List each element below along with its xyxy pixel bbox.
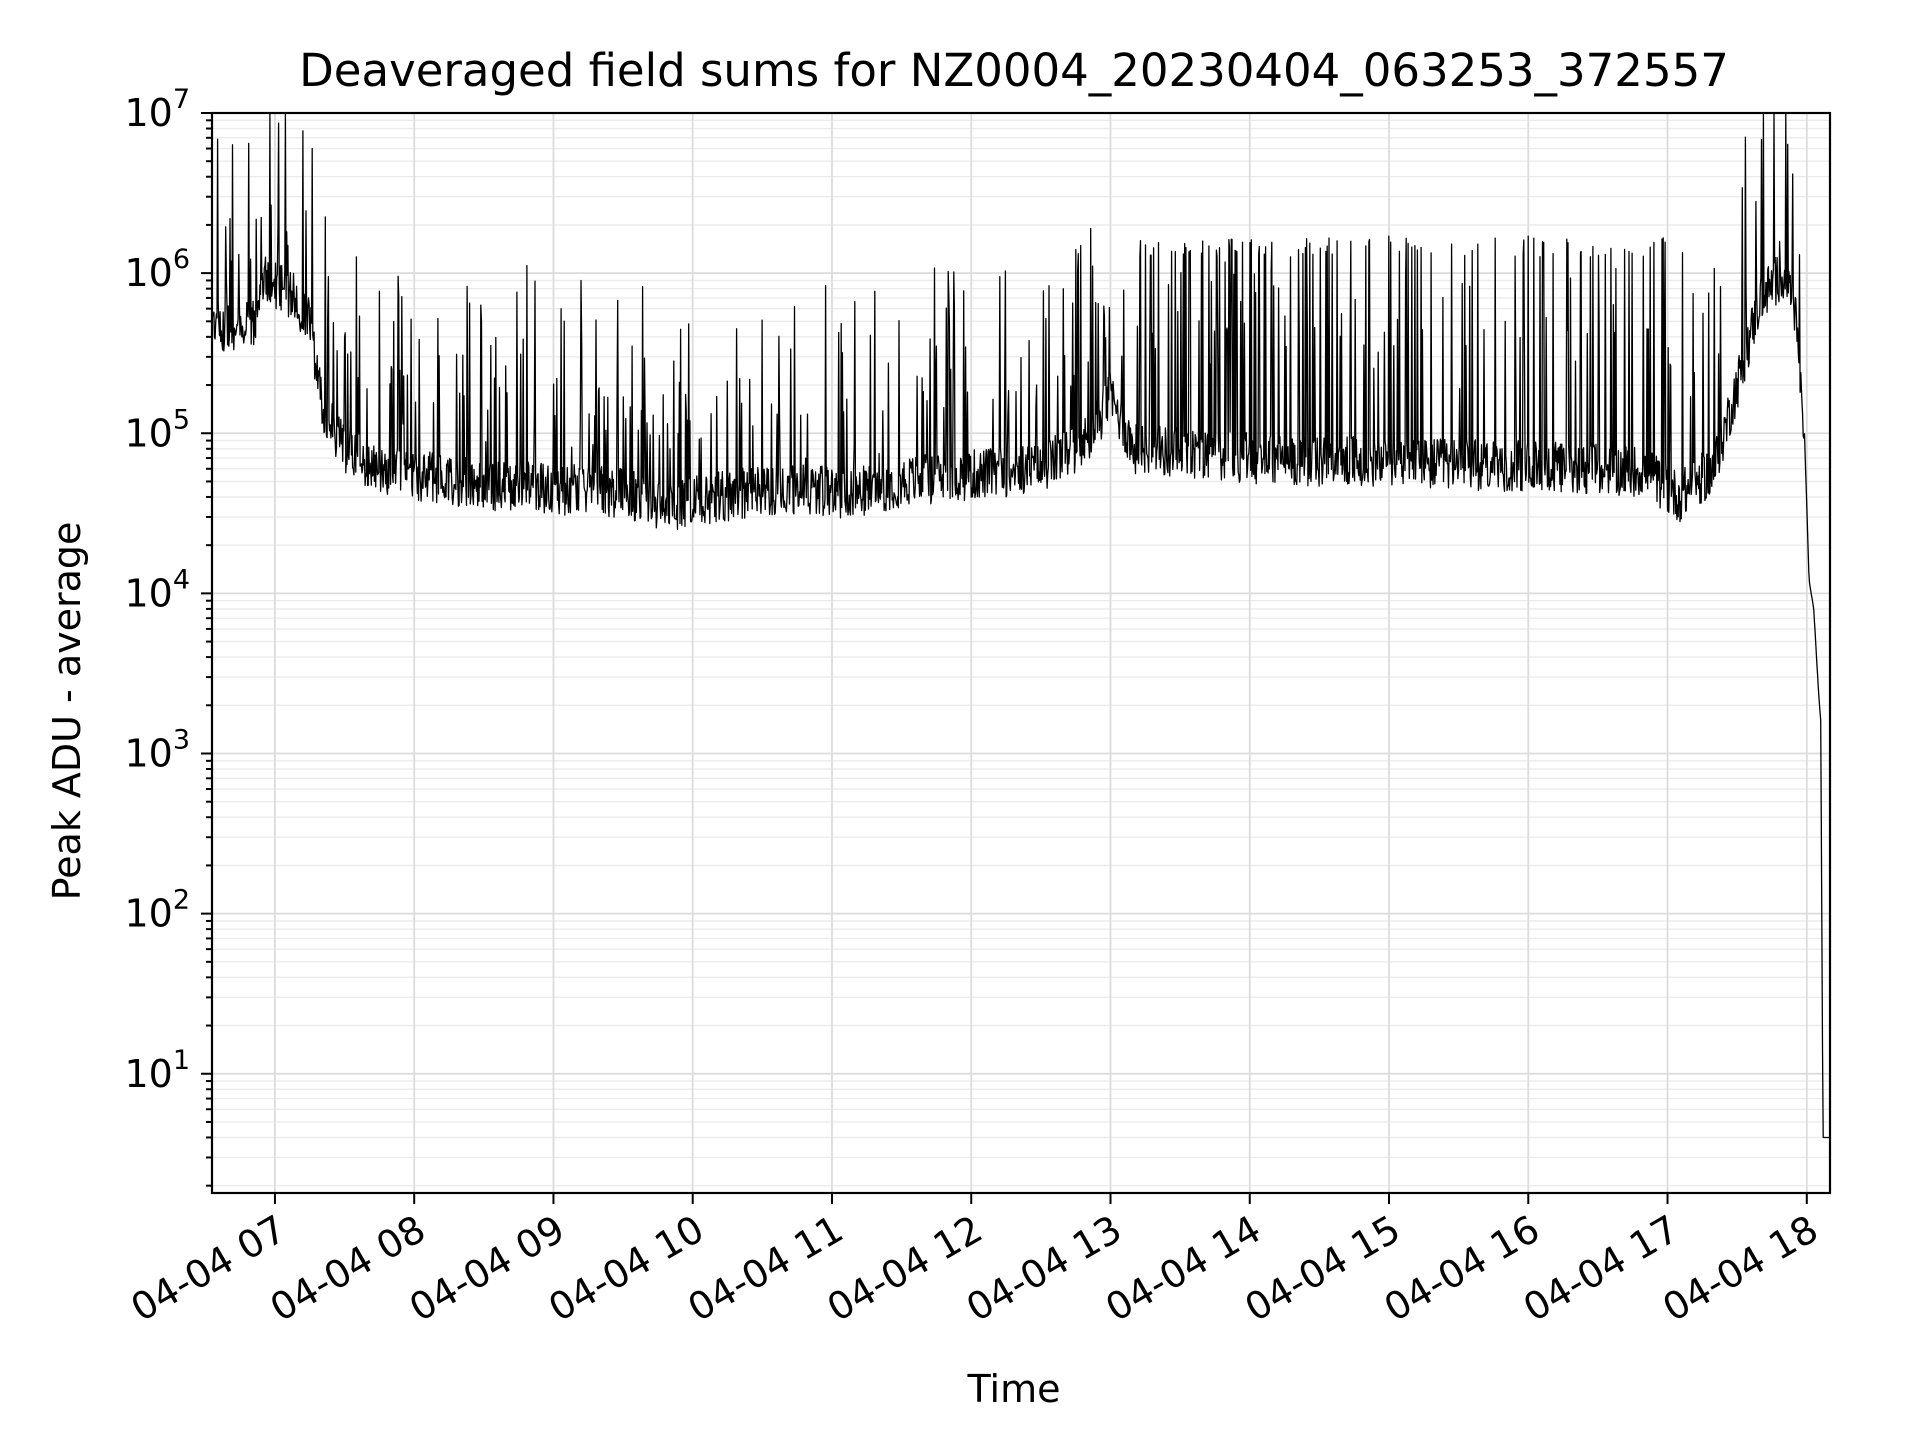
plot-frame: [210, 111, 1832, 1195]
x-tick-label: 04-04 08: [263, 1207, 433, 1331]
y-tick-label: 102: [124, 885, 190, 936]
y-tick-label: 106: [124, 244, 190, 295]
y-tick-label: 105: [124, 404, 190, 455]
major-gridlines: [212, 112, 1830, 1193]
y-tick-label: 101: [124, 1045, 190, 1096]
x-tick-label: 04-04 15: [1238, 1207, 1408, 1331]
x-tick-label: 04-04 16: [1377, 1207, 1547, 1331]
x-tick-label: 04-04 17: [1516, 1207, 1686, 1331]
chart-title: Deaveraged field sums for NZ0004_2023040…: [299, 44, 1729, 97]
y-axis-label: Peak ADU - average: [45, 522, 89, 901]
x-tick-label: 04-04 11: [681, 1207, 851, 1331]
x-tick-label: 04-04 18: [1655, 1207, 1825, 1331]
y-tick-label: 107: [124, 84, 190, 135]
x-tick-label: 04-04 12: [820, 1207, 990, 1331]
x-tick-label: 04-04 07: [123, 1207, 293, 1331]
y-tick-label: 103: [124, 725, 190, 776]
x-tick-label: 04-04 10: [541, 1207, 711, 1331]
y-axis: 101 102 103 104 105 106 107: [124, 84, 212, 1187]
minor-gridlines: [212, 119, 1830, 1187]
y-tick-label: 104: [124, 564, 190, 615]
x-tick-label: 04-04 13: [959, 1207, 1129, 1331]
series-line: [211, 112, 1831, 1139]
x-tick-label: 04-04 09: [402, 1207, 572, 1331]
x-axis-label: Time: [967, 1367, 1061, 1411]
x-tick-label: 04-04 14: [1098, 1207, 1268, 1331]
